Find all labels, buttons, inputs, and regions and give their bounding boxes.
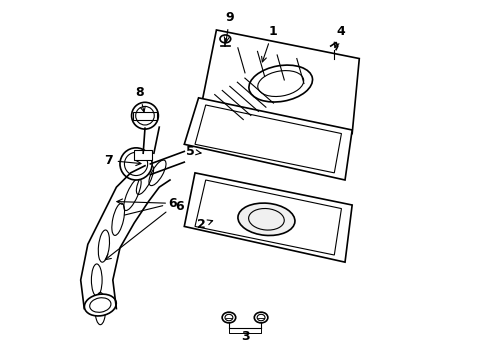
Text: 8: 8 <box>135 86 145 112</box>
Text: 5: 5 <box>186 145 201 158</box>
Ellipse shape <box>254 312 268 323</box>
Text: 4: 4 <box>334 25 345 48</box>
Polygon shape <box>184 173 352 262</box>
Text: 3: 3 <box>241 330 249 343</box>
Ellipse shape <box>249 65 313 102</box>
Bar <box>134 150 152 160</box>
Polygon shape <box>202 30 359 134</box>
Ellipse shape <box>84 294 116 316</box>
Polygon shape <box>184 98 352 180</box>
Ellipse shape <box>222 312 236 323</box>
Ellipse shape <box>132 102 158 129</box>
Text: 2: 2 <box>197 218 213 231</box>
Ellipse shape <box>120 148 152 180</box>
Ellipse shape <box>220 35 231 43</box>
Ellipse shape <box>238 203 295 235</box>
Text: 6: 6 <box>175 200 184 213</box>
Text: 6: 6 <box>124 197 177 215</box>
Bar <box>133 112 157 120</box>
Text: 7: 7 <box>104 154 141 167</box>
Text: 1: 1 <box>262 25 277 62</box>
Text: 9: 9 <box>224 11 234 42</box>
